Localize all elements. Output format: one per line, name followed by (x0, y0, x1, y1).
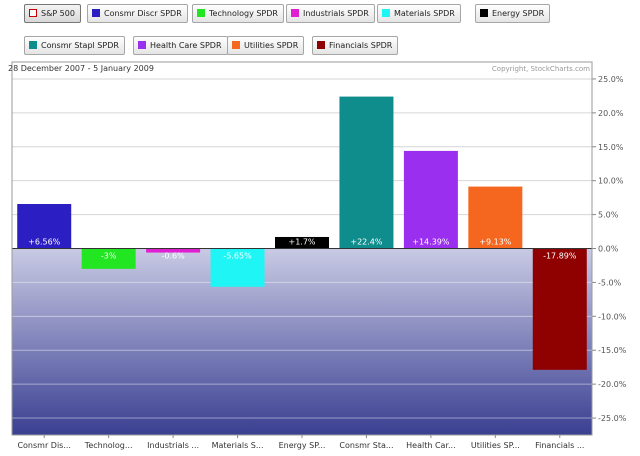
plot-frame (11, 61, 593, 436)
legend-label: Financials SPDR (329, 41, 393, 50)
legend-swatch (232, 41, 240, 49)
negative-region (12, 248, 592, 435)
legend-label: Materials SPDR (394, 9, 455, 18)
legend-label: Energy SPDR (492, 9, 545, 18)
y-tick-label: 20.0% (598, 109, 624, 118)
y-tick-label: -10.0% (598, 312, 627, 321)
y-tick-label: -25.0% (598, 414, 627, 423)
bar (532, 248, 587, 370)
legend-swatch (291, 9, 299, 17)
legend-swatch (197, 9, 205, 17)
legend-swatch (480, 9, 488, 17)
data-label: +9.13% (479, 238, 512, 247)
legend-label: Utilities SPDR (244, 41, 299, 50)
data-label: -17.89% (543, 252, 577, 261)
legend-toggle-4[interactable]: Materials SPDR (377, 4, 461, 23)
legend-toggle-0[interactable]: S&P 500 (24, 4, 81, 23)
legend-label: Technology SPDR (209, 9, 278, 18)
legend-label: Industrials SPDR (303, 9, 369, 18)
data-label: -5.65% (223, 252, 252, 261)
legend-toggle-6[interactable]: Consmr Stapl SPDR (24, 36, 125, 55)
legend-toggle-9[interactable]: Financials SPDR (312, 36, 399, 55)
legend-toggle-5[interactable]: Energy SPDR (475, 4, 551, 23)
x-tick-label: Utilities SP... (471, 441, 520, 450)
y-tick-label: 10.0% (598, 177, 624, 186)
bar (275, 236, 329, 249)
y-tick-label: 25.0% (598, 75, 624, 84)
legend-toggle-3[interactable]: Industrials SPDR (286, 4, 375, 23)
legend-swatch (29, 9, 37, 17)
x-tick-label: Financials ... (535, 441, 584, 450)
bar (210, 248, 265, 287)
x-tick-label: Materials S... (212, 441, 264, 450)
y-tick-label: -5.0% (598, 278, 622, 287)
legend-toggle-8[interactable]: Utilities SPDR (227, 36, 305, 55)
x-tick-label: Technolog... (84, 441, 133, 450)
bar (146, 248, 201, 253)
legend-label: Health Care SPDR (150, 41, 222, 50)
data-label: -3% (101, 252, 117, 261)
y-tick-label: 15.0% (598, 143, 624, 152)
data-label: +6.56% (28, 238, 61, 247)
data-label: +22.4% (350, 238, 383, 247)
copyright: Copyright, StockCharts.com (492, 65, 590, 73)
legend-label: Consmr Stapl SPDR (41, 41, 119, 50)
legend-swatch (317, 41, 325, 49)
legend-toggle-2[interactable]: Technology SPDR (192, 4, 284, 23)
date-range: 28 December 2007 - 5 January 2009 (8, 64, 154, 73)
legend-swatch (92, 9, 100, 17)
x-tick-label: Health Car... (406, 441, 455, 450)
x-tick-label: Industrials ... (147, 441, 199, 450)
legend-swatch (138, 41, 146, 49)
legend-toggle-1[interactable]: Consmr Discr SPDR (87, 4, 188, 23)
bar (339, 96, 394, 249)
legend: S&P 500 Consmr Discr SPDR Technology SPDR I… (0, 0, 640, 58)
x-tick-label: Consmr Sta... (339, 441, 393, 450)
bar (17, 204, 72, 249)
legend-label: Consmr Discr SPDR (104, 9, 182, 18)
legend-label: S&P 500 (41, 9, 75, 18)
x-tick-label: Energy SP... (279, 441, 326, 450)
y-tick-label: 5.0% (598, 211, 619, 220)
bar (403, 150, 458, 249)
data-label: +14.39% (412, 238, 450, 247)
y-tick-label: -20.0% (598, 380, 627, 389)
legend-swatch (29, 41, 37, 49)
legend-toggle-7[interactable]: Health Care SPDR (133, 36, 228, 55)
y-tick-label: -15.0% (598, 346, 627, 355)
y-tick-label: 0.0% (598, 245, 619, 254)
x-tick-label: Consmr Dis... (17, 441, 71, 450)
bar (81, 248, 136, 269)
legend-swatch (382, 9, 390, 17)
data-label: +1.7% (288, 238, 315, 247)
bar (468, 186, 523, 249)
data-label: -0.6% (162, 252, 186, 261)
